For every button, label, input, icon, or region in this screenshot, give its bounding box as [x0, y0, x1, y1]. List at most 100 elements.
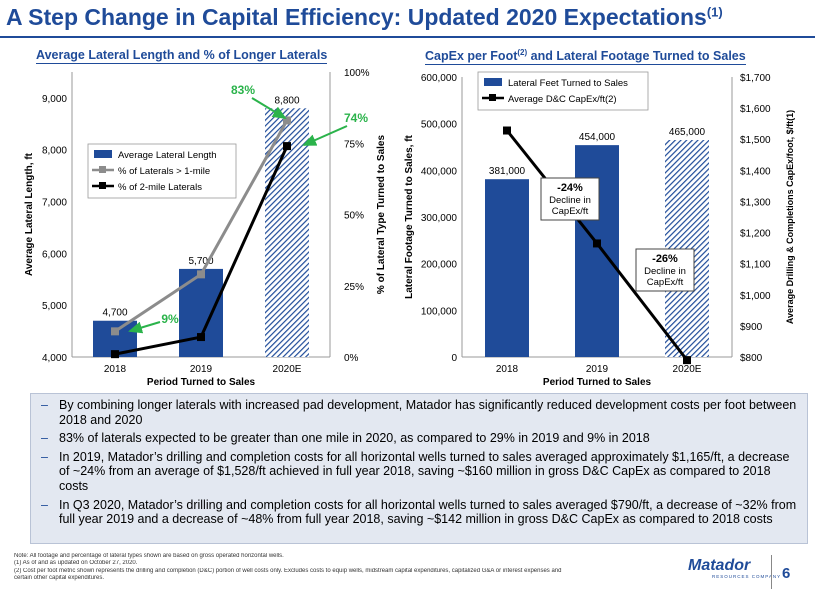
annotation-9pct: 9% — [161, 312, 179, 326]
legend-label: Average D&C CapEx/ft(2) — [508, 94, 617, 105]
legend-label: Average Lateral Length — [118, 150, 217, 161]
y-tick-label: 300,000 — [421, 213, 458, 224]
y2-tick-label: 0% — [344, 353, 359, 364]
legend-box — [477, 71, 649, 111]
annotation-arrow — [251, 97, 287, 120]
page-number: 6 — [782, 565, 791, 582]
right-chart: 0 100,000 200,000 300,000 400,000 500,000 600,… — [404, 71, 795, 388]
series-point — [197, 270, 205, 279]
annotation-arrow — [302, 125, 348, 146]
y-tick-label: 100,000 — [421, 306, 458, 317]
y2-tick-label: $1,500 — [740, 135, 771, 146]
legend-box — [87, 143, 237, 199]
y-tick-label: 500,000 — [421, 120, 458, 131]
bar-value-label: 4,700 — [102, 308, 127, 319]
bullet-item: –83% of laterals expected to be greater … — [41, 431, 797, 446]
bullet-item: – In Q3 2020, Matador’s drilling and comp… — [41, 497, 797, 527]
company-logo-subtitle: RESOURCES COMPANY — [712, 574, 782, 579]
y-tick-label: 6,000 — [42, 249, 67, 260]
x-tick-label: 2018 — [104, 364, 127, 375]
bar — [179, 268, 223, 357]
annotation-83pct: 83% — [231, 83, 255, 97]
legend-swatch — [94, 150, 112, 158]
legend-marker — [489, 94, 496, 101]
y2-tick-label: $1,600 — [740, 104, 771, 115]
y2-tick-label: $1,100 — [740, 260, 771, 271]
callout-box — [540, 177, 600, 221]
legend-label: % of Laterals > 1-mile — [118, 166, 210, 177]
series-point — [283, 116, 291, 125]
legend-label: Lateral Feet Turned to Sales — [508, 78, 628, 89]
x-tick-label: 2019 — [586, 364, 609, 375]
y-tick-label: 4,000 — [42, 353, 67, 364]
bar — [575, 145, 619, 357]
y-axis-label: Average Lateral Length, ft — [24, 152, 35, 276]
bar — [485, 179, 529, 357]
company-logo: Matador — [688, 557, 751, 574]
series-point — [111, 327, 119, 336]
right-chart-title: CapEx per Foot(2) and Lateral Footage Tu… — [425, 48, 746, 66]
bar-value-label: 454,000 — [579, 132, 616, 143]
y2-tick-label: $1,200 — [740, 229, 771, 240]
y2-tick-label: $1,400 — [740, 166, 771, 177]
series-point — [593, 239, 601, 248]
footnote: Note: All footage and percentage of late… — [14, 553, 284, 559]
series-point — [503, 126, 511, 135]
callout-text: Decline in — [644, 266, 686, 277]
y-tick-label: 600,000 — [421, 73, 458, 84]
y-axis-label: Lateral Footage Turned to Sales, ft — [404, 134, 415, 298]
legend-marker — [99, 166, 106, 173]
callout-head: -24% — [557, 182, 583, 194]
x-tick-label: 2020E — [673, 364, 702, 375]
callout-text: CapEx/ft — [647, 277, 684, 288]
series-point — [197, 333, 205, 342]
y2-axis-label: % of Lateral Type Turned to Sales — [376, 135, 387, 295]
left-chart: 4,000 5,000 6,000 7,000 8,000 9,000 0% 25% 50% 75… — [24, 68, 387, 388]
x-axis-label: Period Turned to Sales — [147, 377, 256, 388]
footer-divider — [771, 555, 772, 589]
y2-tick-label: 50% — [344, 211, 364, 222]
y2-axis-label: Average Drilling & Completions CapEx/foo… — [785, 110, 795, 324]
y2-tick-label: 100% — [344, 68, 370, 79]
x-tick-label: 2019 — [190, 364, 213, 375]
bullet-text: In 2019, Matador’s drilling and completi… — [59, 449, 790, 493]
footnote: certain other capital expenditures. — [14, 575, 105, 582]
footnotes: Note: All footage and percentage of late… — [14, 553, 664, 583]
bar-value-label: 381,000 — [489, 166, 526, 177]
callout-text: CapEx/ft — [552, 206, 589, 217]
y2-tick-label: $1,700 — [740, 73, 771, 84]
series-point — [283, 142, 291, 151]
y-tick-label: 0 — [451, 353, 457, 364]
bullet-panel: – By combining longer laterals with incre… — [30, 393, 808, 544]
bullet-item: – By combining longer laterals with incre… — [41, 398, 797, 427]
x-tick-label: 2018 — [496, 364, 519, 375]
y2-tick-label: $1,000 — [740, 291, 771, 302]
x-tick-label: 2020E — [273, 364, 302, 375]
footnote: (2) Cost per foot metric shown represent… — [14, 567, 562, 574]
bar-value-label: 5,700 — [188, 256, 213, 267]
left-chart-title: Average Lateral Length and % of Longer L… — [36, 48, 328, 64]
bullet-text: By combining longer laterals with increa… — [59, 398, 797, 427]
legend-label: % of 2-mile Laterals — [118, 182, 202, 193]
y-tick-label: 8,000 — [42, 146, 67, 157]
y-tick-label: 400,000 — [421, 166, 458, 177]
legend-swatch — [484, 78, 502, 86]
y2-tick-label: $800 — [740, 353, 763, 364]
legend-marker — [99, 182, 106, 189]
annotation-arrow — [128, 321, 161, 334]
y2-tick-label: 75% — [344, 139, 364, 150]
footnote: (1) As of and as updated on October 27, … — [14, 560, 138, 567]
bullet-text: In Q3 2020, Matador’s drilling and compl… — [59, 497, 797, 527]
page-title: A Step Change in Capital Efficiency: Upd… — [6, 4, 723, 30]
y-tick-label: 5,000 — [42, 301, 67, 312]
y-tick-label: 200,000 — [421, 260, 458, 271]
callout-box — [635, 248, 695, 292]
y-tick-label: 7,000 — [42, 198, 67, 209]
title-rule — [0, 36, 815, 38]
bar-value-label: 8,800 — [274, 95, 299, 106]
x-axis-label: Period Turned to Sales — [543, 377, 652, 388]
series-point — [683, 356, 691, 365]
annotation-74pct: 74% — [344, 111, 368, 125]
y2-tick-label: $900 — [740, 322, 763, 333]
